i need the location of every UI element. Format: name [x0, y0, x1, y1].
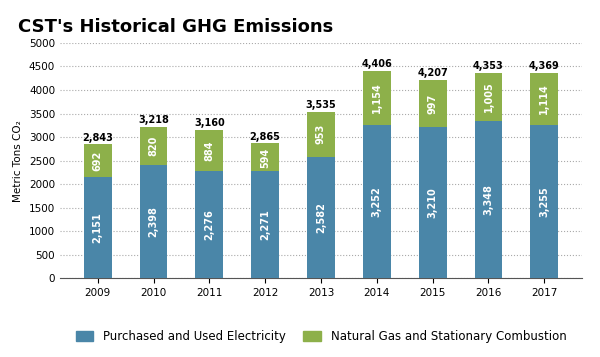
Bar	[251, 144, 279, 171]
Bar	[196, 130, 223, 171]
Text: 3,218: 3,218	[138, 115, 169, 125]
Bar	[363, 71, 391, 125]
Text: 2,398: 2,398	[149, 206, 158, 237]
Bar	[475, 121, 502, 278]
Bar	[307, 112, 335, 157]
Text: 4,369: 4,369	[529, 61, 560, 71]
Text: 997: 997	[428, 94, 437, 114]
Text: 1,154: 1,154	[372, 83, 382, 114]
Text: 2,865: 2,865	[250, 132, 281, 142]
Text: 3,255: 3,255	[539, 186, 550, 217]
Text: 2,271: 2,271	[260, 210, 270, 240]
Bar	[419, 127, 446, 278]
Bar	[363, 125, 391, 278]
Text: 2,843: 2,843	[82, 132, 113, 142]
Text: 692: 692	[92, 151, 103, 171]
Bar	[140, 165, 167, 278]
Text: 1,114: 1,114	[539, 84, 550, 114]
Bar	[196, 171, 223, 278]
Bar	[475, 73, 502, 121]
Text: 884: 884	[205, 140, 214, 161]
Text: 594: 594	[260, 147, 270, 167]
Text: 953: 953	[316, 124, 326, 145]
Bar	[530, 125, 558, 278]
Text: 3,160: 3,160	[194, 118, 225, 128]
Text: 4,406: 4,406	[361, 59, 392, 69]
Text: 3,348: 3,348	[484, 184, 493, 215]
Text: 3,252: 3,252	[372, 186, 382, 217]
Text: 4,353: 4,353	[473, 61, 504, 71]
Bar	[307, 157, 335, 278]
Text: 4,207: 4,207	[417, 68, 448, 78]
Text: 1,005: 1,005	[484, 82, 493, 112]
Text: 820: 820	[149, 136, 158, 156]
Bar	[140, 127, 167, 165]
Bar	[530, 72, 558, 125]
Text: 2,151: 2,151	[92, 212, 103, 243]
Text: CST's Historical GHG Emissions: CST's Historical GHG Emissions	[18, 18, 334, 36]
Bar	[84, 145, 112, 177]
Bar	[251, 171, 279, 278]
Y-axis label: Metric Tons CO₂: Metric Tons CO₂	[13, 120, 23, 201]
Text: 3,535: 3,535	[305, 100, 337, 110]
Bar	[419, 80, 446, 127]
Text: 2,276: 2,276	[205, 210, 214, 240]
Bar	[84, 177, 112, 278]
Text: 3,210: 3,210	[428, 187, 437, 218]
Legend: Purchased and Used Electricity, Natural Gas and Stationary Combustion: Purchased and Used Electricity, Natural …	[71, 326, 571, 348]
Text: 2,582: 2,582	[316, 202, 326, 233]
